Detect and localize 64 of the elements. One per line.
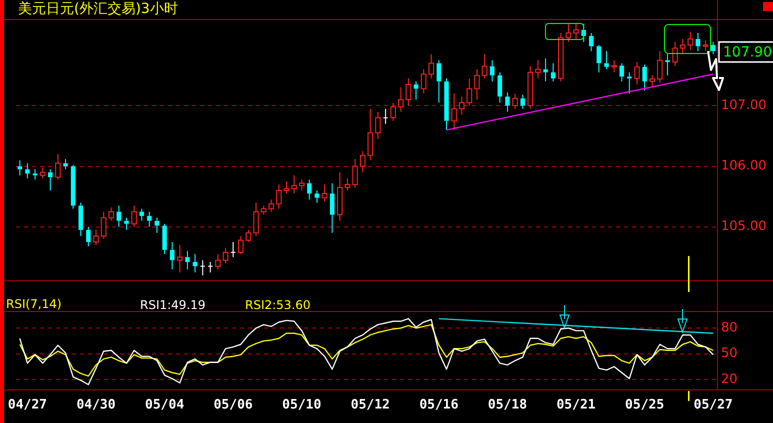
candlestick [32,168,38,180]
x-tick-label: 05/27 [694,398,733,413]
candlestick [696,32,700,52]
y-tick-label: 105.00 [721,219,766,234]
y-tick-label: 20 [721,372,738,387]
candlestick [505,92,510,112]
candlestick [124,217,129,230]
candlestick [619,62,624,82]
x-tick-label: 05/16 [419,398,459,413]
candlestick [192,254,198,273]
candlestick [25,162,30,179]
candlestick [18,160,22,176]
candlestick [208,262,214,273]
candlestick [596,44,602,73]
candlestick [520,94,525,110]
x-tick-label: 05/06 [214,398,253,413]
candlestick [48,168,53,192]
candlestick [86,226,91,247]
candlestick [162,223,167,255]
candlestick [642,64,647,92]
candlestick [330,182,334,234]
candlestick [314,190,320,204]
x-tick-label: 05/21 [556,398,596,413]
x-tick-label: 05/12 [350,398,390,413]
candlestick [116,205,122,228]
candlestick [490,60,495,82]
x-tick-label: 04/30 [76,398,116,413]
text: RSI2:53.60 [245,298,311,312]
x-tick-label: 05/25 [625,398,664,413]
candlestick [139,208,144,222]
candlestick [588,32,594,52]
candlestick [604,50,609,70]
x-tick-label: 04/27 [8,398,47,413]
y-tick-label: 106.00 [721,158,766,174]
chart-title: 美元日元(外汇交易)3小时 [18,0,178,18]
candlestick [154,217,160,234]
candlestick [78,202,84,236]
y-tick-label: 50 [721,346,738,362]
y-tick-label: 80 [721,320,738,336]
candlestick [63,158,68,170]
x-tick-label: 05/04 [145,398,184,413]
candlestick [710,42,716,55]
text: 107.90 [723,44,772,61]
candlestick [200,260,206,276]
candlestick [382,108,388,124]
candlestick [414,80,418,100]
y-tick-label: 107.00 [721,98,766,114]
candlestick [627,72,632,94]
x-tick-label: 05/18 [488,398,528,413]
candlestick [543,58,548,82]
candlestick [185,250,190,270]
x-tick-label: 05/10 [282,398,322,413]
candlestick [170,242,174,270]
candlestick [307,179,312,200]
candlestick [665,54,670,76]
candlestick [444,78,449,130]
candlestick [550,62,556,82]
candlestick [230,242,236,258]
chart-title: RSI(7,14) [6,297,62,311]
candlestick [498,72,502,104]
candlestick [436,60,442,104]
text: RSI1:49.19 [140,298,206,312]
candlestick [147,211,152,228]
candlestick [70,164,76,210]
